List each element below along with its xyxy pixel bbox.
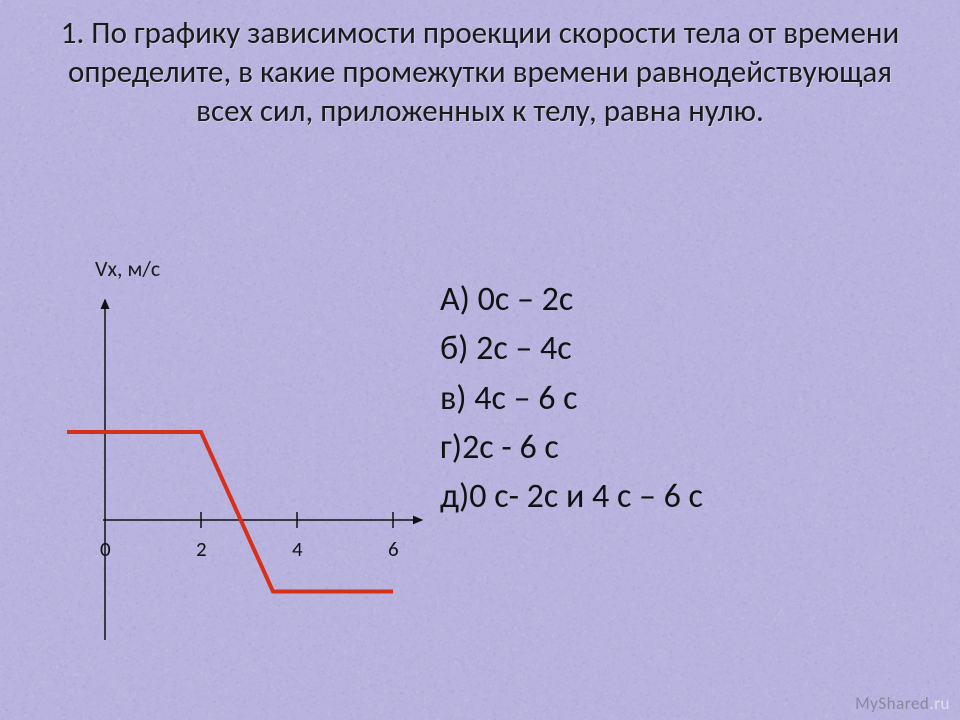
watermark: MyShared.ru	[855, 693, 950, 714]
answer-options: А) 0с – 2с б) 2с – 4с в) 4с – 6 с г)2с -…	[440, 275, 703, 521]
svg-text:6: 6	[388, 536, 399, 562]
svg-text:4: 4	[292, 536, 303, 562]
chart-svg: 0246t, с	[55, 260, 435, 680]
question-title: 1. По графику зависимости проекции скоро…	[40, 14, 920, 130]
velocity-time-chart: 0246t, с	[55, 260, 435, 680]
watermark-slice-a: MyShared	[855, 693, 929, 714]
option-g: г)2с - 6 с	[440, 423, 703, 472]
svg-text:0: 0	[100, 536, 111, 562]
option-v: в) 4с – 6 с	[440, 374, 703, 423]
slide: 1. По графику зависимости проекции скоро…	[0, 0, 960, 720]
option-a: А) 0с – 2с	[440, 275, 703, 324]
svg-text:2: 2	[196, 536, 207, 562]
option-d: д)0 с- 2с и 4 с – 6 с	[440, 472, 703, 521]
watermark-slice-b: .ru	[929, 693, 950, 714]
option-b: б) 2с – 4с	[440, 324, 703, 373]
